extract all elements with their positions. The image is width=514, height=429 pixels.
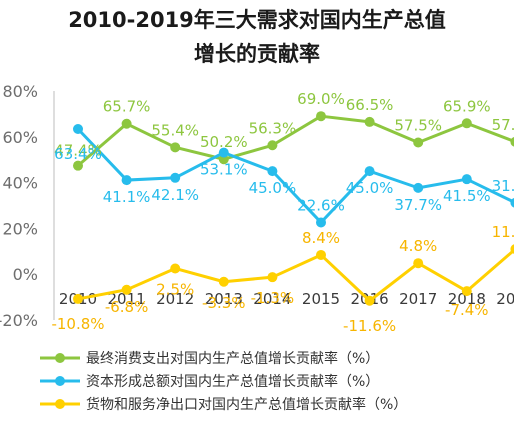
legend-label-2: 资本形成总额对国内生产总值增长贡献率（%）: [86, 373, 379, 390]
data-point-s1: [170, 142, 181, 153]
series-line-2: [76, 127, 514, 224]
data-label: 8.4%: [302, 229, 340, 247]
data-labels: 47.4% 65.7%55.4%50.2%56.3%69.0% 66.5%57.5%…: [51, 90, 514, 335]
data-label: 50.2%: [200, 133, 248, 151]
data-label: 41.1%: [103, 188, 151, 206]
data-point-s3: [170, 263, 181, 274]
legend-marker-2: [55, 376, 65, 386]
y-axis: 80% 60% 40% 20% 0% -20%: [0, 82, 55, 330]
data-label: 41.5%: [443, 187, 491, 205]
data-point-s3: [413, 258, 424, 269]
data-point-s1: [316, 111, 326, 122]
data-point-s3: [218, 276, 229, 287]
x-tick-label: 2011: [108, 290, 146, 308]
data-point-s2: [316, 217, 326, 228]
y-tick-label: -20%: [0, 311, 38, 330]
x-tick-label: 2017: [399, 290, 437, 308]
data-label: 37.7%: [394, 196, 442, 214]
series-lines: [76, 114, 514, 303]
data-label: 42.1%: [151, 186, 199, 204]
data-point-s1: [121, 118, 132, 129]
series-line-3: [77, 248, 514, 303]
data-label: 66.5%: [346, 96, 394, 114]
data-point-s3: [316, 249, 326, 260]
data-label: 31.2%: [492, 177, 514, 195]
data-label: 53.1%: [200, 161, 248, 179]
legend-label-1: 最终消费支出对国内生产总值增长贡献率（%）: [86, 350, 379, 367]
data-point-s2: [73, 124, 83, 135]
legend: 最终消费支出对国内生产总值增长贡献率（%） 资本形成总额对国内生产总值增长贡献率（…: [40, 350, 407, 413]
data-point-s1: [510, 137, 514, 147]
data-label: -7.4%: [445, 301, 489, 319]
x-tick-label: 2014: [253, 290, 291, 308]
data-point-s1: [364, 116, 375, 127]
data-label: 22.6%: [297, 196, 345, 214]
data-point-s2: [170, 172, 181, 183]
y-tick-label: 40%: [2, 174, 38, 193]
data-point-s2: [121, 175, 132, 186]
data-label: 65.7%: [103, 98, 151, 116]
data-label: 56.3%: [249, 119, 297, 137]
data-point-s1: [413, 137, 424, 148]
data-point-s3: [73, 293, 83, 304]
data-label: 2.5%: [156, 280, 194, 298]
data-label: -1.3%: [251, 289, 295, 307]
data-point-s2: [267, 166, 278, 177]
data-label: 47.4%: [54, 142, 102, 160]
data-label: 57.8%: [492, 116, 514, 134]
chart-title-line-2: 增长的贡献率: [194, 42, 320, 66]
data-point-s3: [461, 286, 472, 297]
data-label: -3.3%: [202, 294, 246, 312]
data-point-s2: [364, 166, 375, 177]
data-label: 55.4%: [151, 121, 199, 139]
series-line-1: [77, 114, 514, 167]
data-point-s1: [461, 118, 472, 129]
data-point-s3: [267, 272, 278, 283]
x-tick-label: 2013: [205, 290, 243, 308]
data-label: 45.0%: [346, 179, 394, 197]
data-point-s2: [461, 174, 472, 185]
x-tick-label: 2015: [302, 290, 340, 308]
x-tick-label: 2012: [156, 290, 194, 308]
data-point-s2: [218, 147, 229, 158]
data-point-s1: [267, 140, 278, 151]
legend-marker-1: [55, 353, 65, 363]
data-label: 57.5%: [394, 117, 442, 135]
data-point-s3: [121, 284, 132, 295]
data-point-s3: [510, 244, 514, 254]
data-label: 65.9%: [443, 97, 491, 115]
x-tick-label: 2019: [496, 290, 514, 308]
data-label: 11.0%: [492, 223, 514, 241]
data-point-s3: [364, 295, 375, 306]
data-label: -11.6%: [343, 317, 396, 335]
data-label: -6.8%: [105, 298, 149, 316]
y-tick-label: 20%: [2, 219, 38, 238]
data-label: 69.0%: [297, 90, 345, 108]
data-label: 63.4%: [54, 145, 102, 163]
legend-marker-3: [55, 399, 65, 409]
x-tick-label: 2018: [448, 290, 486, 308]
y-tick-label: 60%: [2, 128, 38, 147]
legend-label-3: 货物和服务净出口对国内生产总值增长贡献率（%）: [86, 396, 407, 413]
chart-title-line-1: 2010-2019年三大需求对国内生产总值: [68, 8, 446, 32]
series-points: [73, 111, 514, 306]
data-label: 45.0%: [249, 179, 297, 197]
data-point-s1: [73, 160, 83, 171]
data-label: -10.8%: [51, 315, 104, 333]
data-point-s2: [510, 197, 514, 208]
data-label: 4.8%: [399, 237, 437, 255]
y-tick-label: 80%: [2, 82, 38, 101]
data-point-s2: [413, 182, 424, 193]
y-tick-label: 0%: [13, 265, 38, 284]
